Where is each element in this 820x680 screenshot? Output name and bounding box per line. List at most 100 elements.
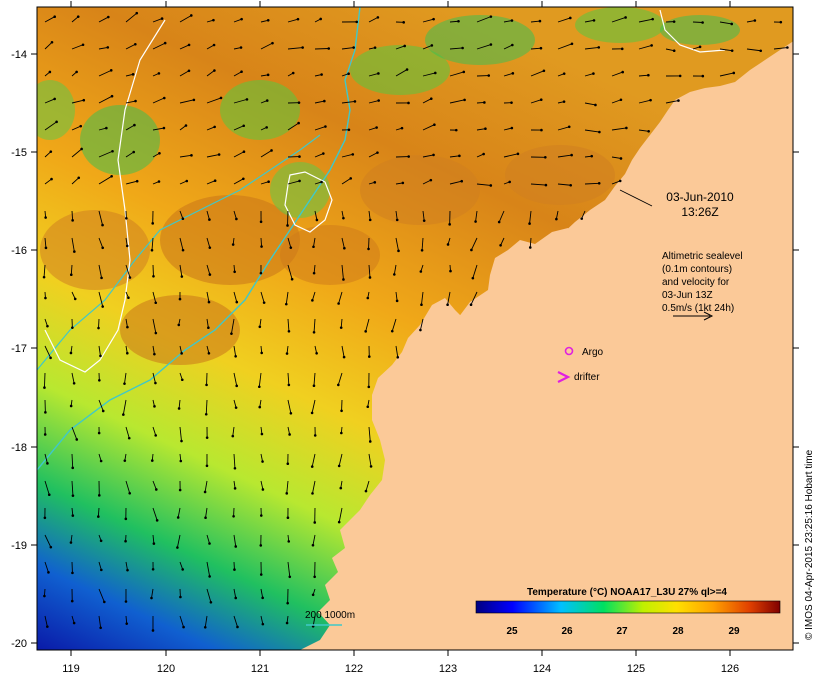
lon-tick-label: 124	[533, 663, 551, 675]
velocity-vector-head	[544, 156, 547, 159]
velocity-vector	[611, 71, 623, 77]
velocity-vector	[447, 291, 451, 305]
velocity-vector-head	[230, 332, 233, 335]
velocity-vector-head	[152, 542, 156, 545]
velocity-vector-head	[402, 21, 405, 24]
velocity-vector-head	[539, 98, 543, 102]
velocity-vector	[314, 126, 326, 131]
colorbar-tick-label: 26	[561, 626, 573, 637]
velocity-vector-head	[50, 40, 54, 44]
lat-tick-label: -17	[11, 343, 27, 355]
velocity-vector-head	[651, 17, 654, 21]
velocity-vector	[152, 507, 158, 521]
velocity-vector	[71, 480, 74, 496]
velocity-vector-head	[234, 545, 238, 548]
velocity-vector-head	[499, 244, 502, 247]
velocity-vector	[152, 97, 165, 104]
velocity-vector	[503, 127, 512, 131]
velocity-vector-head	[187, 69, 191, 73]
isobath-label: 200 1000m	[305, 610, 355, 621]
velocity-vector	[152, 291, 157, 303]
velocity-vector-head	[99, 626, 102, 630]
velocity-vector	[314, 100, 325, 104]
velocity-vector	[498, 210, 505, 223]
velocity-vector	[44, 453, 48, 464]
altimetry-note: Altimetric sealevel (0.1m contours) and …	[662, 251, 743, 321]
velocity-vector-head	[49, 356, 52, 360]
velocity-vector	[44, 151, 52, 158]
velocity-vector-head	[511, 43, 514, 47]
velocity-vector-head	[73, 250, 76, 253]
velocity-vector-head	[672, 20, 676, 23]
sst-patch	[220, 80, 300, 140]
velocity-vector	[44, 41, 53, 50]
velocity-vector-head	[81, 43, 85, 47]
velocity-vector	[287, 122, 299, 131]
velocity-vector-head	[71, 326, 74, 329]
velocity-vector-head	[49, 150, 53, 153]
velocity-vector	[393, 264, 397, 275]
velocity-vector-head	[97, 326, 100, 330]
velocity-vector-head	[97, 431, 101, 435]
velocity-vector-head	[367, 385, 371, 389]
velocity-vector-head	[44, 296, 47, 300]
velocity-vector-head	[390, 329, 394, 333]
velocity-vector	[311, 453, 316, 467]
velocity-vector-head	[730, 22, 734, 26]
argo-label: Argo	[582, 347, 604, 358]
velocity-vector-head	[403, 44, 406, 48]
velocity-vector-head	[82, 98, 86, 102]
velocity-vector-head	[152, 275, 155, 278]
velocity-vector-head	[72, 381, 76, 385]
velocity-vector	[368, 152, 378, 158]
velocity-vector-head	[342, 216, 345, 220]
velocity-vector-head	[369, 465, 373, 468]
velocity-vector-head	[242, 150, 246, 154]
lon-tick: 122	[345, 1, 363, 675]
sst-patch	[425, 15, 535, 65]
velocity-vector-head	[106, 46, 110, 49]
velocity-vector-head	[101, 305, 104, 308]
velocity-vector-head	[125, 216, 128, 220]
velocity-vector-head	[71, 219, 74, 222]
sst-patch	[37, 80, 75, 140]
velocity-vector-head	[454, 128, 458, 132]
velocity-vector	[233, 534, 237, 547]
velocity-vector-head	[203, 625, 207, 629]
sst-patch	[160, 195, 300, 285]
velocity-vector	[233, 588, 237, 599]
velocity-vector	[422, 98, 432, 104]
velocity-vector-head	[678, 74, 682, 78]
velocity-vector-head	[446, 243, 450, 246]
velocity-vector-head	[77, 176, 81, 180]
velocity-vector	[125, 43, 136, 50]
velocity-vector-head	[235, 217, 238, 221]
velocity-vector	[179, 426, 182, 442]
velocity-vector-head	[313, 521, 317, 524]
velocity-vector	[206, 264, 211, 275]
velocity-vector-head	[265, 99, 269, 102]
velocity-vector-head	[619, 157, 623, 160]
velocity-vector-head	[162, 126, 166, 130]
velocity-vector	[391, 318, 397, 332]
velocity-vector-head	[312, 330, 316, 334]
velocity-vector-head	[208, 542, 211, 545]
velocity-vector-head	[125, 622, 129, 625]
velocity-vector-head	[75, 438, 79, 441]
velocity-vector-head	[286, 462, 290, 466]
velocity-vector-head	[353, 100, 357, 103]
velocity-vector-head	[75, 70, 78, 74]
velocity-vector-head	[753, 19, 757, 22]
velocity-vector-head	[337, 520, 341, 524]
velocity-vector-head	[311, 299, 314, 302]
velocity-vector-head	[540, 128, 543, 132]
velocity-vector	[395, 345, 399, 358]
isobath-contour-2	[37, 134, 321, 371]
velocity-vector-head	[288, 433, 291, 436]
velocity-vector-head	[474, 220, 477, 223]
velocity-vector-head	[364, 330, 367, 333]
velocity-vector-head	[528, 222, 531, 225]
velocity-vector-head	[366, 405, 370, 409]
velocity-vector	[125, 12, 138, 23]
velocity-vector-head	[313, 575, 316, 579]
